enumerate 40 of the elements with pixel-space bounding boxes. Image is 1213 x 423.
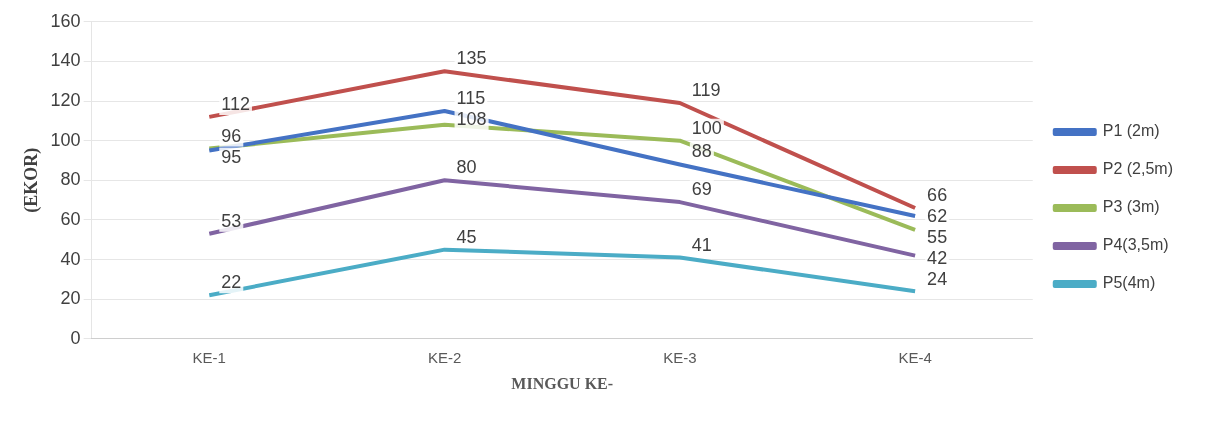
data-label: 22 [221,272,242,293]
y-tick-label: 160 [50,10,81,31]
data-label: 108 [456,108,487,129]
data-label: 42 [927,248,948,269]
data-label: 95 [221,146,242,167]
y-tick-label: 100 [50,129,81,150]
legend-label: P4(3,5m) [1102,236,1169,254]
data-label: 119 [691,80,721,100]
legend-label: P1 (2m) [1102,122,1160,140]
data-label: 135 [456,48,487,69]
data-label: 69 [691,179,712,200]
x-axis-title: MINGGU KE- [511,374,614,392]
data-label: 80 [456,157,477,178]
data-label: 66 [927,185,948,206]
data-label: 100 [691,117,722,138]
data-label: 88 [691,141,712,162]
x-tick-label: KE-2 [427,348,462,366]
y-tick-label: 140 [50,50,81,71]
y-tick-label: 60 [60,208,81,229]
y-axis-title: (EKOR) [21,147,43,213]
x-tick-label: KE-4 [898,348,932,366]
data-label: 112 [221,93,250,114]
y-tick-label: 0 [70,327,81,348]
legend-label: P2 (2,5m) [1102,160,1174,178]
x-tick-label: KE-1 [192,348,226,366]
data-label: 45 [456,226,477,247]
legend-label: P3 (3m) [1102,198,1160,216]
data-label: 115 [456,87,486,108]
data-label: 41 [691,234,712,255]
data-label: 55 [927,227,948,248]
y-tick-label: 40 [60,248,81,269]
y-tick-label: 20 [60,288,81,309]
legend-label: P5(4m) [1102,274,1156,292]
data-label: 24 [927,269,948,290]
data-label: 53 [221,210,242,231]
data-label: 62 [927,206,948,227]
data-label: 96 [221,125,242,146]
x-tick-label: KE-3 [663,348,697,366]
y-tick-label: 80 [60,169,81,190]
y-tick-label: 120 [50,90,81,111]
